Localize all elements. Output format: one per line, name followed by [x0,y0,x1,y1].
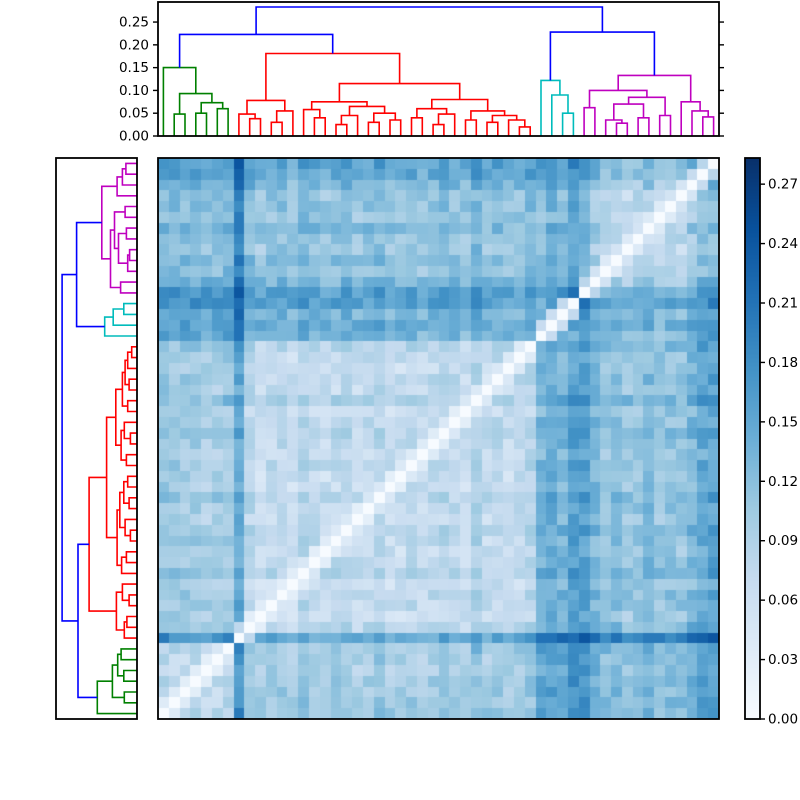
dendrogram-link [491,114,518,123]
colorbar-tick-label: 0.15 [768,414,798,430]
dendrogram-link [255,6,604,35]
dendrogram-link [507,119,526,136]
dendrogram-link [410,117,424,136]
colorbar-axis: 0.00 0.03 0.06 0.09 0.12 0.15 0.18 0.21 0.24 0.27 [760,177,798,728]
colorbar-tick-label: 0.09 [768,533,798,549]
colorbar [745,158,760,719]
dendrogram-link [373,112,397,123]
dendrogram-link [540,79,561,136]
colorbar-tick-label: 0.06 [768,593,798,609]
colorbar-tick-label: 0.24 [768,236,798,252]
colorbar-tick-label: 0.21 [768,296,798,312]
dendrogram-link [265,52,401,101]
dendrogram-link [270,121,283,136]
top-dendrogram-y-axis: 0.00 0.05 0.10 0.15 0.20 0.25 [119,15,724,145]
dendrogram-link [178,92,213,115]
dendrogram-link [588,89,648,108]
axes-borders [55,1,761,720]
dendrogram-link [126,399,137,413]
dendrogram-link [238,113,256,136]
heatmap [158,158,719,719]
y-tick-label: 0.10 [119,83,149,99]
dendrogram-link [123,691,137,704]
dendrogram-link [313,117,326,136]
colorbar-tick-label: 0.03 [768,652,798,668]
dendrogram-link [129,432,137,445]
dendrogram-link [120,556,137,575]
y-tick-label: 0.25 [119,15,149,31]
dendrogram-link [416,107,448,118]
y-tick-label: 0.00 [119,129,149,145]
dendrogram-link [120,648,137,661]
heatmap-border [157,157,720,720]
dendrogram-link [246,99,286,115]
dendrogram-link [121,168,137,186]
left-dendrogram-border [55,157,138,720]
dendrogram-link [367,121,380,136]
dendrogram-link [389,119,402,136]
colorbar-tick-label: 0.18 [768,355,798,371]
dendrogram-link [123,669,137,682]
dendrogram-link [518,126,531,136]
dendrogram-link [340,114,359,136]
dendrogram-link [116,176,137,197]
dendrogram-link [691,110,709,136]
dendrogram-link [561,112,575,136]
dendrogram-link [464,119,478,136]
dendrogram-link [119,281,137,294]
dendrogram-link [124,205,137,219]
dendrogram-link [123,302,137,316]
dendrogram-link [637,117,650,136]
dendrogram-link [248,117,262,136]
dendrogram-link [702,116,715,136]
dendrogram-link [173,113,186,136]
dendrogram-link [302,108,321,136]
dendrogram-link [128,378,137,391]
dendrogram-link [335,123,348,136]
y-tick-label: 0.05 [119,106,149,122]
dendrogram-link [112,308,137,326]
dendrogram-link [348,105,386,116]
colorbar-border [744,157,761,720]
top-dendrogram-border [157,1,720,137]
dendrogram-link [549,31,656,81]
colorbar-tick-label: 0.27 [768,177,798,193]
dendrogram-link [126,475,137,488]
y-tick-label: 0.15 [119,60,149,76]
dendrogram-link [658,114,672,136]
dendrogram-link [615,122,629,136]
dendrogram-link [680,101,701,136]
dendrogram-link [432,123,445,136]
top-dendrogram [162,6,715,136]
dendrogram-link [275,110,294,136]
dendrogram-link [195,112,208,136]
dendrogram-link [129,529,137,542]
dendrogram-link [486,121,499,136]
dendrogram-link [627,96,666,116]
dendrogram-link [125,551,137,564]
dendrogram-link [125,453,137,467]
dendrogram-link [216,107,229,136]
dendrogram-link [128,497,137,510]
colorbar-tick-label: 0.12 [768,474,798,490]
dendrogram-link [88,476,117,612]
dendrogram-link [75,221,105,328]
dendrogram-link [77,543,98,699]
y-tick-label: 0.20 [119,37,149,53]
dendrogram-link [125,227,137,240]
dendrogram-link [128,594,137,607]
dendrogram-link [113,211,126,250]
dendrogram-link [551,94,569,136]
dendrogram-link [103,316,137,337]
dendrogram-link [125,162,137,175]
dendrogram-link [61,273,78,622]
dendrogram-link [178,33,334,68]
left-dendrogram [61,162,137,715]
dendrogram-link [128,248,137,262]
colorbar-tick-label: 0.00 [768,712,798,728]
dendrogram-link [126,615,137,629]
dendrogram-link [583,106,596,136]
